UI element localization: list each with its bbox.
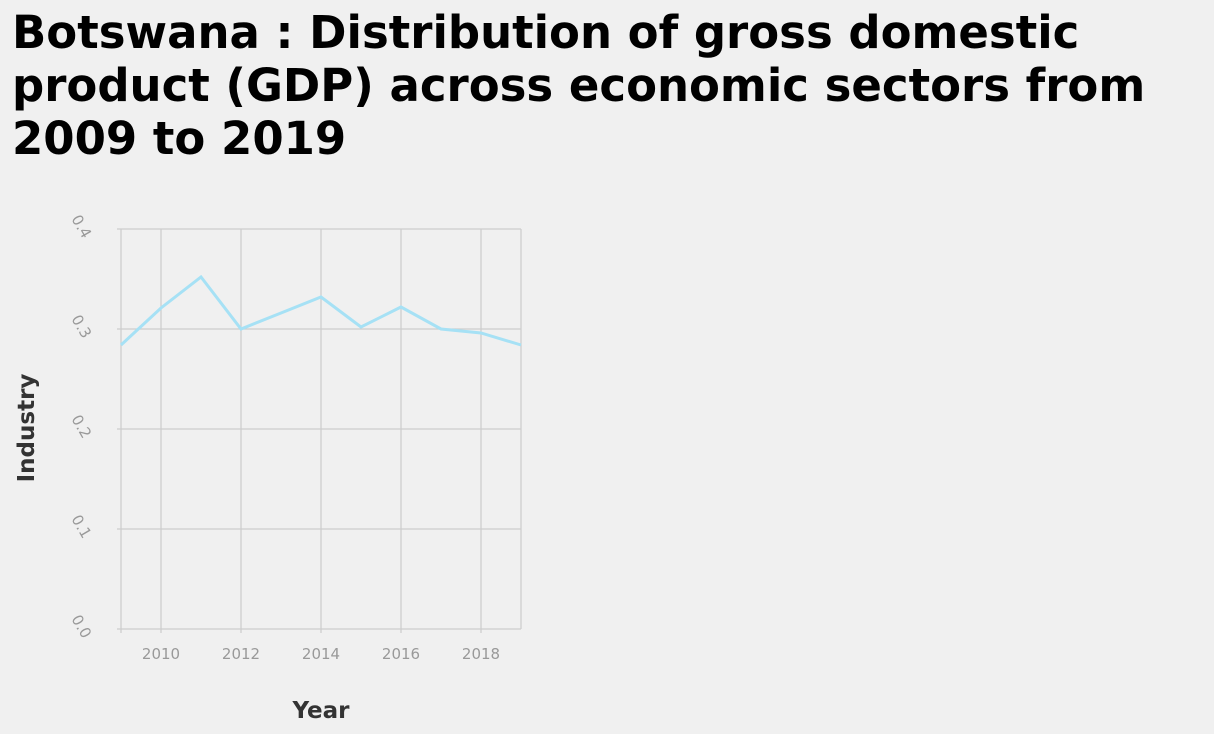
series-line bbox=[119, 274, 522, 347]
x-tick-label: 2012 bbox=[222, 645, 260, 663]
x-tick-label: 2014 bbox=[302, 645, 340, 663]
x-axis-label: Year bbox=[291, 698, 350, 724]
x-tick-label: 2016 bbox=[382, 645, 420, 663]
y-tick-label: 0.0 bbox=[68, 612, 96, 642]
x-axis-ticks: 2010 2012 2014 2016 2018 bbox=[142, 645, 500, 663]
series-line-group bbox=[119, 274, 522, 347]
y-tick-label: 0.1 bbox=[68, 512, 96, 542]
y-axis-label: Industry bbox=[14, 374, 40, 483]
x-tick-label: 2010 bbox=[142, 645, 180, 663]
y-axis-ticks: 0.0 0.1 0.2 0.3 0.4 bbox=[68, 212, 96, 642]
y-tick-label: 0.2 bbox=[68, 412, 96, 442]
x-tick-label: 2018 bbox=[462, 645, 500, 663]
y-tick-label: 0.3 bbox=[68, 312, 96, 342]
chart-title: Botswana : Distribution of gross domesti… bbox=[12, 6, 1146, 165]
grid bbox=[117, 228, 522, 633]
y-tick-label: 0.4 bbox=[68, 212, 96, 242]
